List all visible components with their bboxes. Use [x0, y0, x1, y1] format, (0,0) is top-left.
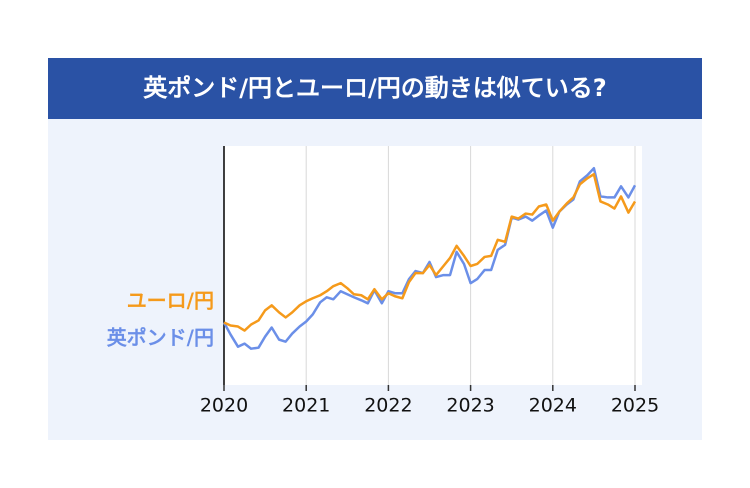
x-tick-label: 2024: [529, 395, 577, 417]
x-tick-label: 2021: [282, 395, 330, 417]
x-tick-label: 2025: [611, 395, 659, 417]
x-tick-label: 2023: [446, 395, 494, 417]
series-line: [223, 172, 637, 332]
chart-title: 英ポンド/円とユーロ/円の動きは似ている?: [143, 74, 606, 102]
x-tick-label: 2022: [364, 395, 412, 417]
plot-area: [224, 146, 642, 385]
legend-label: 英ポンド/円: [107, 326, 214, 350]
title-band: [48, 58, 702, 119]
x-tick-label: 2020: [200, 395, 248, 417]
legend-label: ユーロ/円: [127, 289, 214, 313]
